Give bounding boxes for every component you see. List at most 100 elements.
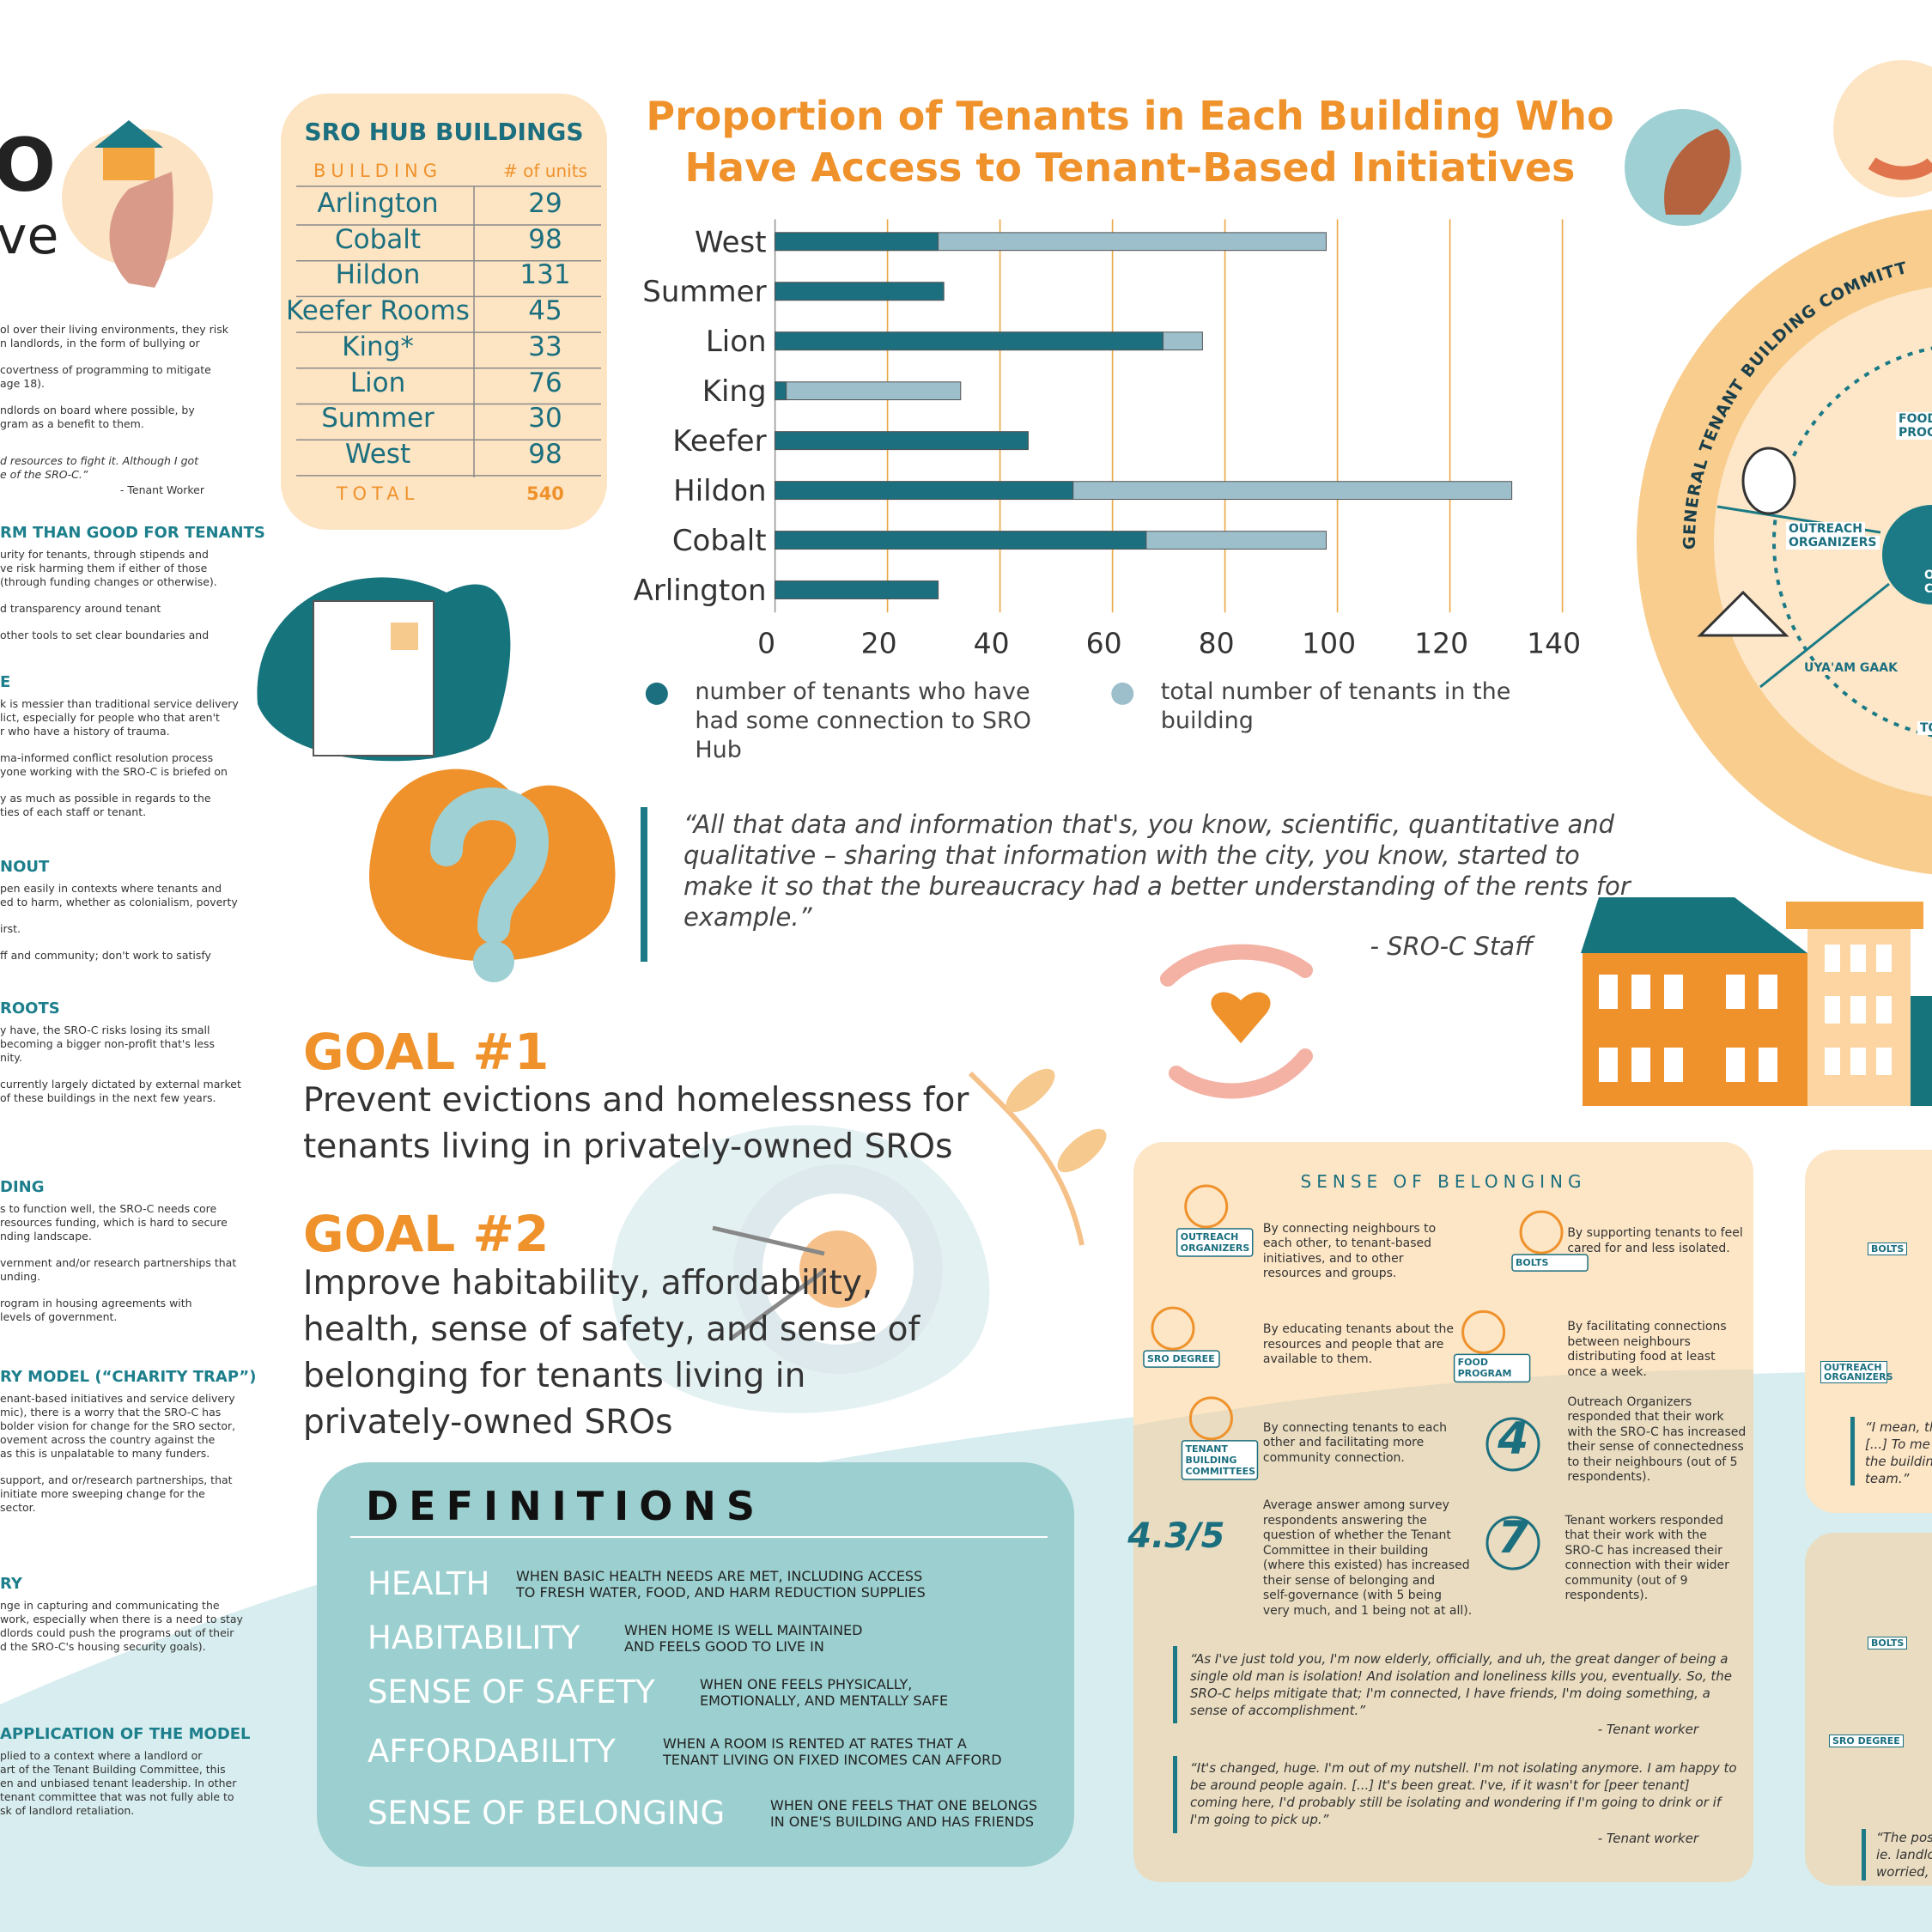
body-text: ve risk harming them if either of those	[0, 562, 208, 574]
body-text: pen easily in contexts where tenants and	[0, 882, 222, 895]
body-text: mic), there is a worry that the SRO-C ha…	[0, 1406, 222, 1419]
question-mark	[430, 787, 550, 944]
y-tick-label: Summer	[642, 275, 766, 309]
quote-text: “The pos	[1876, 1830, 1932, 1845]
belonging-text: resources and groups.	[1262, 1267, 1397, 1281]
stat: 4	[1498, 1413, 1529, 1466]
legend-label: total number of tenants in the building	[1160, 678, 1511, 734]
belonging-text: Average answer among survey	[1262, 1498, 1449, 1513]
building-name: Lion	[349, 367, 406, 398]
quote-text: make it so that the bureaucracy had a be…	[683, 872, 1631, 901]
diagram-label: O	[1922, 568, 1932, 582]
goal-text: tenants living in privately-owned SROs	[303, 1127, 953, 1166]
quote-bar	[1862, 1829, 1866, 1880]
house	[1911, 996, 1932, 1106]
body-text: sector.	[0, 1501, 36, 1514]
belonging-text: very much, and 1 being not at all).	[1262, 1603, 1473, 1618]
body-text: ff and community; don't work to satisfy	[0, 949, 211, 962]
icon-tag	[1511, 1254, 1589, 1272]
section-heading: APPLICATION OF THE MODEL	[0, 1725, 251, 1743]
definition-text: WHEN ONE FEELS PHYSICALLY,	[700, 1676, 913, 1692]
building-name: King*	[342, 331, 414, 362]
goal-text: privately-owned SROs	[303, 1403, 673, 1442]
body-text: plied to a context where a landlord or	[0, 1749, 203, 1762]
icon-label: FOOD	[1457, 1357, 1488, 1369]
arrow	[728, 1268, 826, 1342]
goal-label: GOAL #1	[303, 1023, 550, 1081]
y-tick-label: West	[695, 225, 767, 259]
stat: 7	[1498, 1512, 1529, 1564]
belonging-text: initiatives, and to other	[1262, 1251, 1404, 1266]
unit-count: 76	[528, 367, 562, 398]
definition-text: EMOTIONALLY, AND MENTALLY SAFE	[700, 1692, 949, 1709]
icon-label: COMMITTEES	[1185, 1465, 1256, 1477]
y-tick-label: Cobalt	[672, 524, 767, 558]
belonging-text: between neighbours	[1567, 1334, 1691, 1349]
icon-label: BOLTS	[1516, 1257, 1549, 1269]
y-tick-label: Lion	[706, 325, 767, 359]
y-tick-label: King	[702, 374, 767, 409]
body-text: en and unbiased tenant leadership. In ot…	[0, 1777, 237, 1789]
x-tick-label: 120	[1414, 627, 1468, 660]
x-tick-label: 0	[757, 627, 775, 660]
body-text: ovement across the country against the	[0, 1433, 216, 1446]
body-text: nding landscape.	[0, 1230, 92, 1242]
body-text: rogram in housing agreements with	[0, 1297, 192, 1309]
body-text: d the SRO-C's housing security goals).	[0, 1640, 206, 1653]
goal-text: Improve habitability, affordability,	[303, 1264, 873, 1303]
belonging-text: once a week.	[1567, 1364, 1647, 1379]
diagram-label: OUTREACH	[1786, 522, 1865, 536]
windows	[1599, 945, 1892, 1082]
belonging-text: SRO-C has increased their	[1564, 1543, 1722, 1558]
quote-bar	[1850, 1417, 1855, 1485]
x-tick-label: 60	[1086, 627, 1122, 660]
bar	[775, 331, 1164, 351]
body-text: y have, the SRO-C risks losing its small	[0, 1024, 210, 1036]
goal-text: Prevent evictions and homelessness for	[303, 1081, 969, 1120]
bar	[775, 431, 1029, 451]
body-text: irst.	[0, 922, 21, 935]
icon-hive	[1741, 447, 1796, 515]
belonging-text: Tenant workers responded	[1564, 1513, 1724, 1528]
body-text: levels of government.	[0, 1310, 118, 1323]
belonging-text: self-governance (with 5 being	[1262, 1589, 1442, 1603]
icon	[1184, 1184, 1229, 1229]
bar	[775, 232, 939, 252]
belonging-text: distributing food at least	[1567, 1350, 1716, 1364]
icon-label: ORGANIZERS	[1180, 1242, 1250, 1254]
section-heading: RY	[0, 1575, 22, 1593]
legend-swatch	[645, 682, 668, 705]
diagram-label: PROG	[1896, 426, 1932, 440]
definition-text: WHEN HOME IS WELL MAINTAINED	[624, 1622, 863, 1638]
definition-text: AND FEELS GOOD TO LIVE IN	[624, 1638, 824, 1655]
section-heading: ROOTS	[0, 999, 60, 1018]
definition-text: WHEN BASIC HEALTH NEEDS ARE MET, INCLUDI…	[516, 1568, 923, 1584]
body-text: nity.	[0, 1051, 22, 1064]
belonging-text: that their work with the	[1564, 1528, 1707, 1543]
unit-count: 98	[528, 438, 562, 470]
unit-count: 30	[528, 403, 562, 434]
diagram-center	[1882, 505, 1932, 605]
total-label: TOTAL	[336, 483, 420, 504]
unit-count: 45	[528, 295, 562, 327]
body-text: initiate more sweeping change for the	[0, 1487, 205, 1500]
bar	[775, 531, 1147, 550]
bar	[775, 481, 1074, 501]
section-heading: RM THAN GOOD FOR TENANTS	[0, 524, 265, 542]
body-text: nge in capturing and communicating the	[0, 1599, 220, 1612]
building-name: Cobalt	[334, 223, 422, 255]
chart-title: Proportion of Tenants in Each Building W…	[646, 93, 1614, 139]
body-text: bolder vision for change for the SRO sec…	[0, 1419, 236, 1432]
body-text: vernment and/or research partnerships th…	[0, 1256, 237, 1269]
icon-hand	[1664, 129, 1730, 215]
belonging-text: each other, to tenant-based	[1262, 1236, 1432, 1251]
attribution: - SRO-C Staff	[1370, 932, 1533, 961]
x-tick-label: 140	[1527, 627, 1581, 660]
icon-label: SRO DEGREE	[1146, 1353, 1215, 1365]
body-text: n landlords, in the form of bullying or	[0, 337, 200, 349]
body-text: y as much as possible in regards to the	[0, 792, 211, 805]
building-name: Summer	[321, 403, 434, 434]
goal-label: GOAL #2	[303, 1205, 550, 1263]
belonging-text: respondents answering the	[1262, 1513, 1427, 1528]
